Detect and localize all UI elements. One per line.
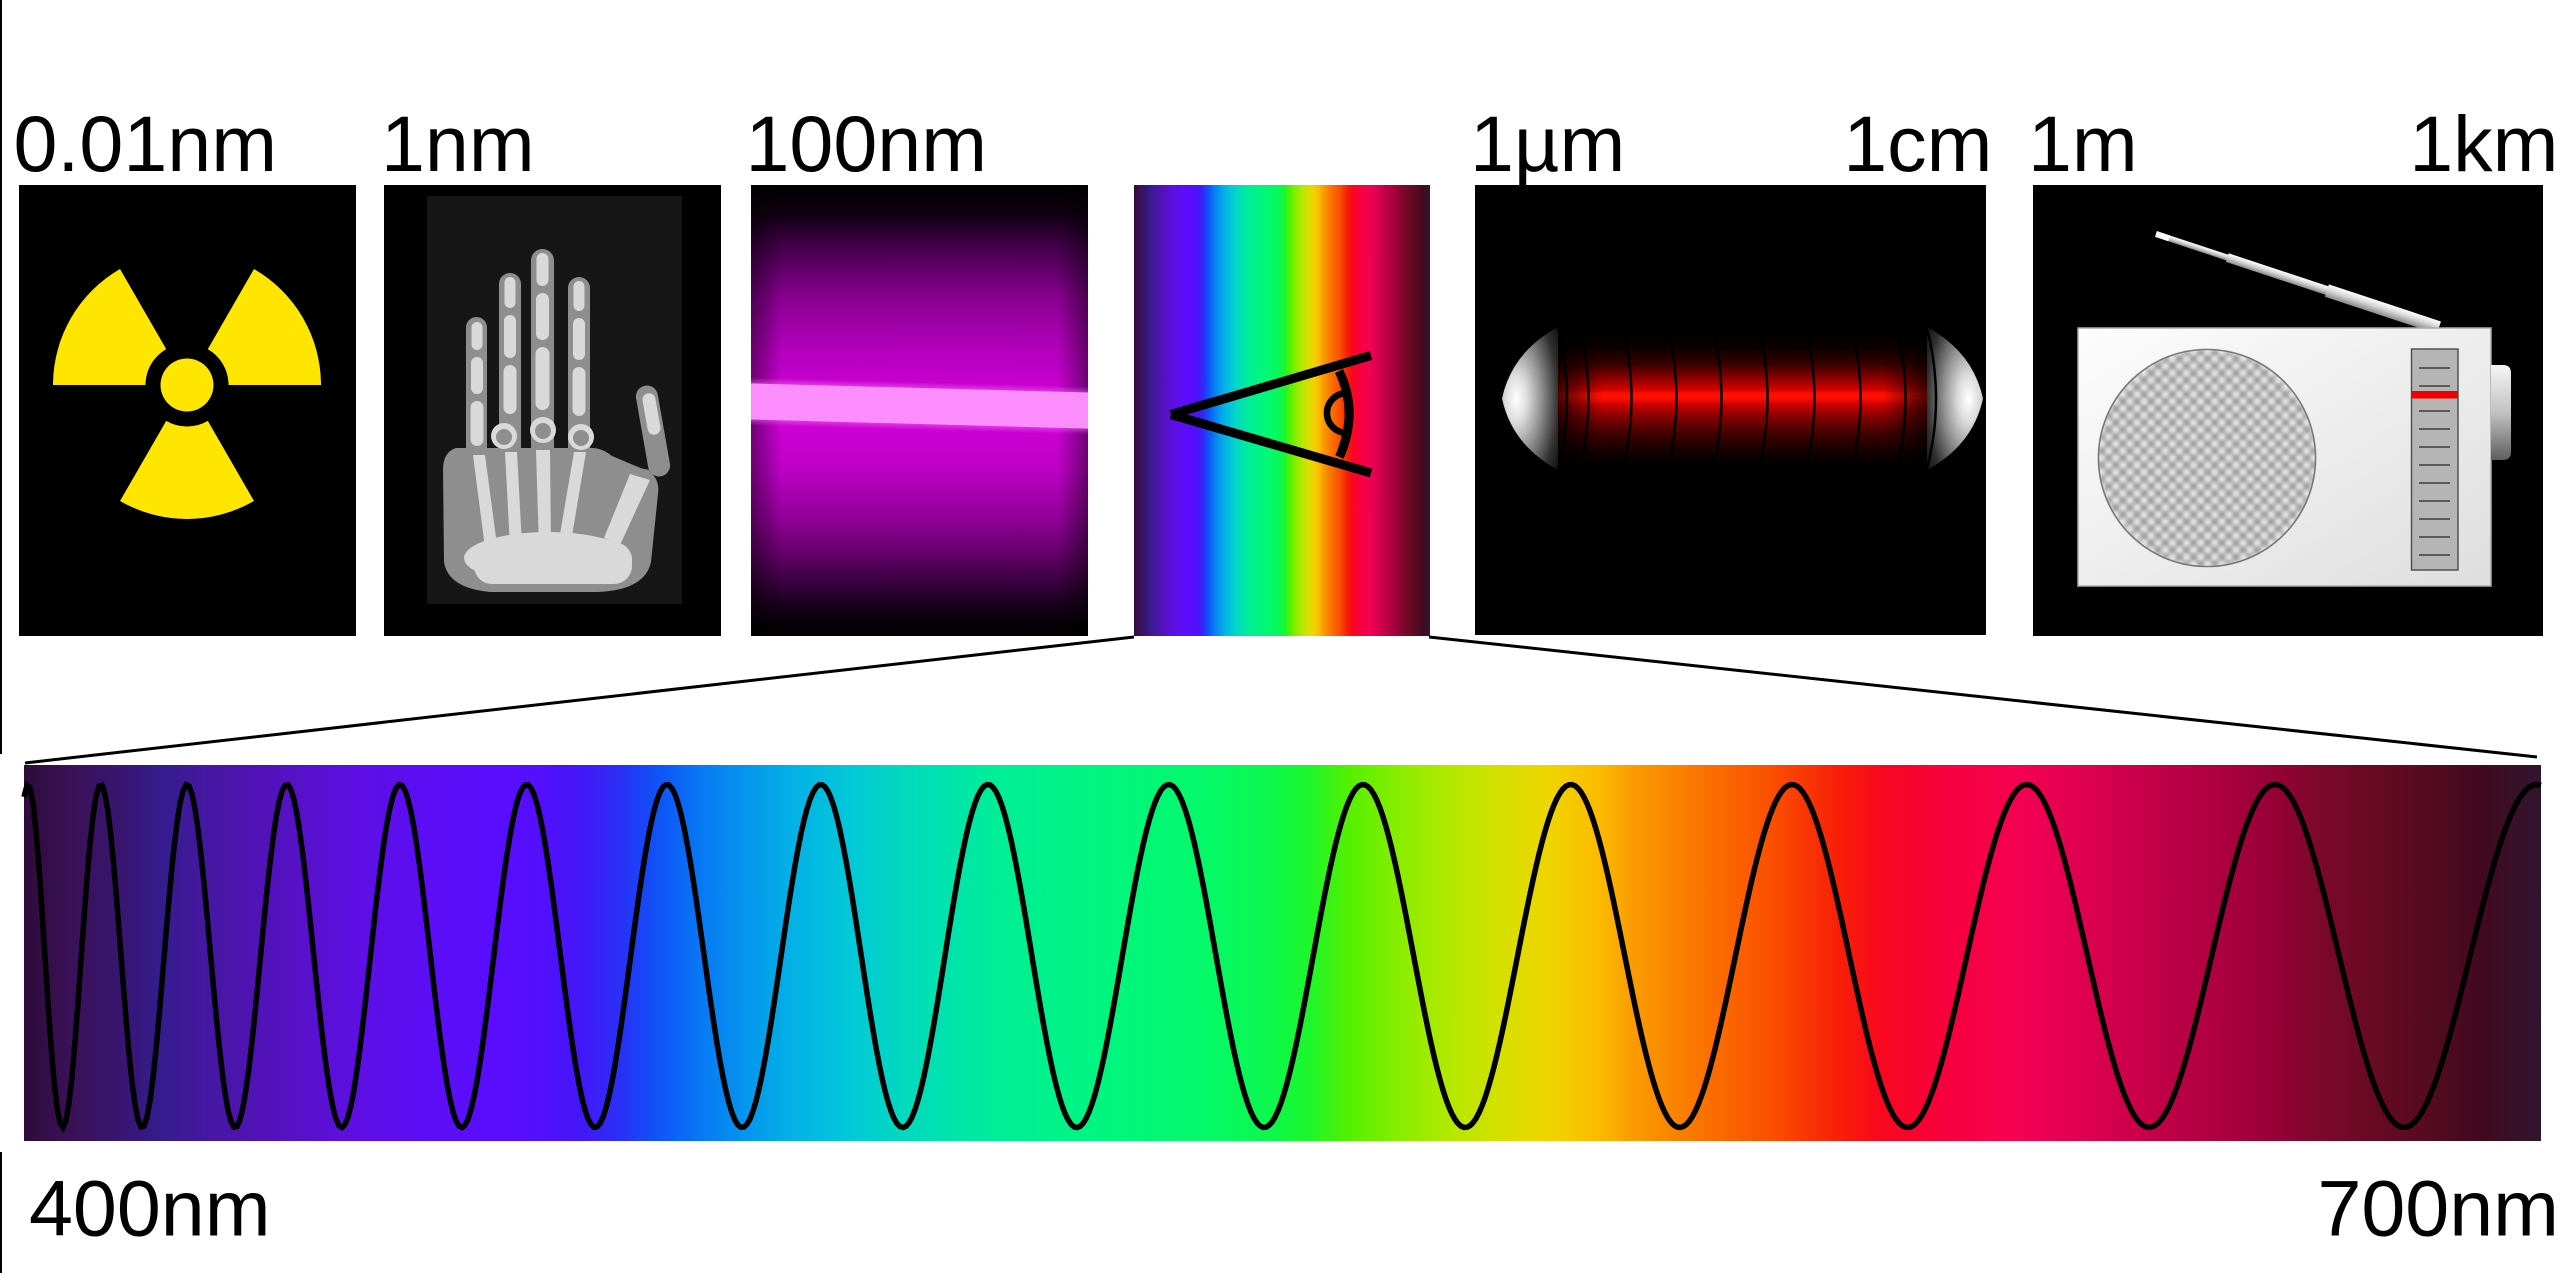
svg-text:700nm: 700nm <box>2317 1164 2559 1253</box>
svg-text:400nm: 400nm <box>29 1164 271 1253</box>
svg-text:1cm: 1cm <box>1843 99 1992 188</box>
svg-text:1nm: 1nm <box>381 99 535 188</box>
svg-text:0.01nm: 0.01nm <box>14 99 278 188</box>
svg-text:1m: 1m <box>2028 99 2138 188</box>
svg-text:1µm: 1µm <box>1470 99 1625 188</box>
svg-text:100nm: 100nm <box>746 99 988 188</box>
svg-text:1km: 1km <box>2409 99 2558 188</box>
